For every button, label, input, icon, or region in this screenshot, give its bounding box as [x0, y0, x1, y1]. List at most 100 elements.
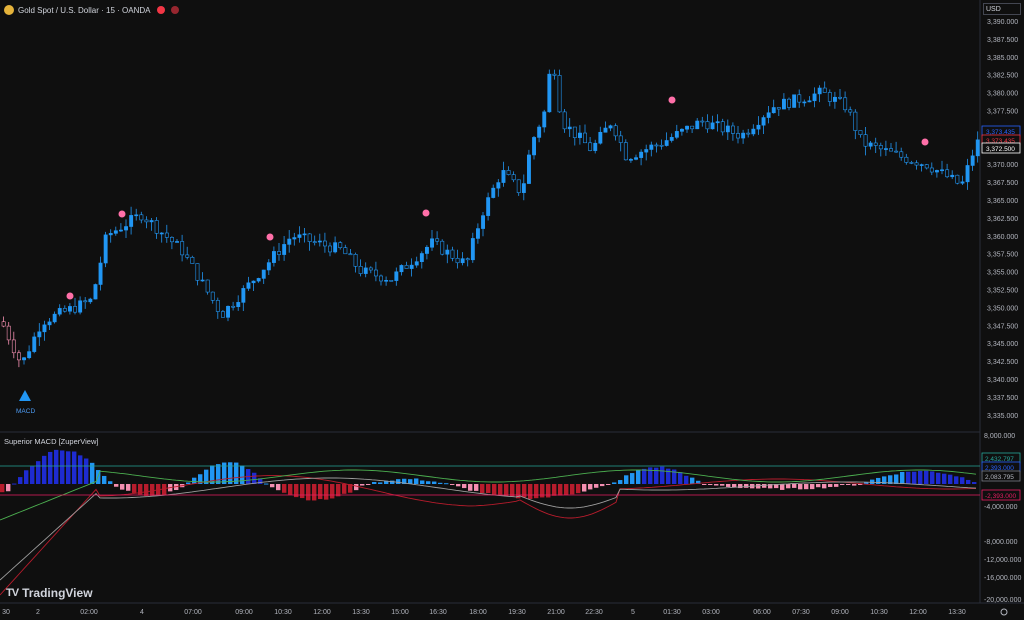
tradingview-logo[interactable]: TV TradingView [6, 586, 93, 600]
candle-body [608, 125, 613, 129]
candle-body [170, 237, 174, 243]
candle-body [124, 226, 129, 231]
time-label: 07:00 [184, 609, 202, 616]
symbol-header[interactable]: Gold Spot / U.S. Dollar · 15 · OANDA [4, 3, 179, 17]
candle-body [955, 174, 960, 184]
candle-body [215, 300, 220, 312]
histogram-bar [30, 466, 35, 484]
candle-body [435, 238, 440, 242]
candle-body [792, 94, 797, 108]
histogram-bar [654, 467, 659, 484]
candle-body [491, 187, 496, 198]
candle-body [271, 251, 276, 263]
histogram-bar [462, 484, 467, 489]
price-tick: 3,390.000 [987, 19, 1018, 26]
histogram-bar [378, 482, 383, 484]
price-tick: 3,340.000 [987, 377, 1018, 384]
histogram-bar [792, 484, 797, 488]
candle-body [934, 170, 939, 173]
candle-body [231, 305, 236, 308]
candle-body [328, 245, 332, 253]
candle-body [618, 135, 623, 143]
candle-body [878, 145, 883, 150]
histogram-bar [870, 479, 875, 484]
indicator-badge [981, 470, 1021, 482]
histogram-bar [396, 479, 401, 484]
red-circle-icon[interactable] [170, 6, 179, 14]
histogram-bar [594, 484, 599, 488]
price-tick: 3,377.500 [987, 109, 1018, 116]
candle-body [603, 127, 608, 133]
red-flag-icon[interactable] [156, 6, 165, 14]
histogram-bar [132, 484, 137, 493]
candle-body [404, 265, 409, 269]
candle-body [899, 151, 904, 158]
candle-body [119, 229, 123, 232]
histogram-bar [540, 484, 545, 498]
candle-body [552, 73, 557, 76]
histogram-bar [966, 479, 971, 484]
histogram-bar [426, 481, 431, 484]
histogram-bar [432, 481, 437, 484]
histogram-bar [822, 484, 827, 489]
histogram-bar [48, 451, 53, 484]
candle-body [27, 351, 32, 359]
histogram-bar [120, 484, 125, 490]
price-badge-text: 3,373.435 [986, 129, 1015, 136]
time-label: 13:30 [948, 609, 966, 616]
time-label: 06:00 [753, 609, 771, 616]
histogram-bar [42, 455, 47, 484]
candle-body [634, 157, 639, 160]
histogram-bar [936, 472, 941, 484]
histogram-bar [222, 462, 227, 484]
price-badge [981, 142, 1021, 154]
histogram-bar [558, 484, 563, 496]
histogram-bar [498, 484, 503, 495]
histogram-bar [660, 466, 665, 484]
candle-body [338, 242, 343, 248]
histogram-bar [636, 470, 641, 484]
histogram-bar [552, 484, 557, 496]
candle-body [521, 183, 526, 193]
histogram-bar [534, 484, 539, 499]
histogram-bar [216, 464, 221, 484]
histogram-bar [510, 484, 515, 497]
candle-body [205, 279, 210, 293]
candle-body [776, 107, 781, 110]
histogram-bar [756, 484, 761, 489]
candle-body [363, 267, 368, 274]
candle-body [266, 262, 271, 271]
candle-body [312, 241, 317, 243]
price-tick: 3,385.000 [987, 55, 1018, 62]
price-tick: 3,365.000 [987, 198, 1018, 205]
histogram-bar [486, 484, 491, 493]
signal-dot [66, 292, 74, 300]
candle-body [159, 232, 164, 235]
candle-body [22, 357, 26, 361]
candle-body [52, 313, 57, 323]
candle-body [501, 170, 506, 183]
histogram-bar [36, 461, 41, 484]
histogram-bar [774, 484, 779, 489]
histogram-bar [210, 465, 215, 484]
price-tick: 3,355.000 [987, 270, 1018, 277]
candle-body [532, 137, 537, 156]
price-tick: 3,350.000 [987, 305, 1018, 312]
histogram-bar [780, 484, 785, 490]
candle-body [506, 170, 511, 175]
candle-body [62, 308, 67, 312]
time-label: 21:00 [547, 609, 565, 616]
time-label: 5 [631, 609, 635, 616]
indicator-title[interactable]: Superior MACD [ZuperView] [4, 437, 99, 446]
candle-body [333, 242, 338, 253]
candle-body [1, 321, 6, 327]
histogram-bar [744, 484, 749, 488]
candle-body [139, 214, 144, 221]
candle-body [654, 144, 659, 147]
candle-body [98, 262, 103, 285]
histogram-bar [420, 480, 425, 484]
currency-label[interactable]: USD [983, 3, 1021, 15]
histogram-bar [312, 484, 317, 501]
price-tick: 3,347.500 [987, 323, 1018, 330]
